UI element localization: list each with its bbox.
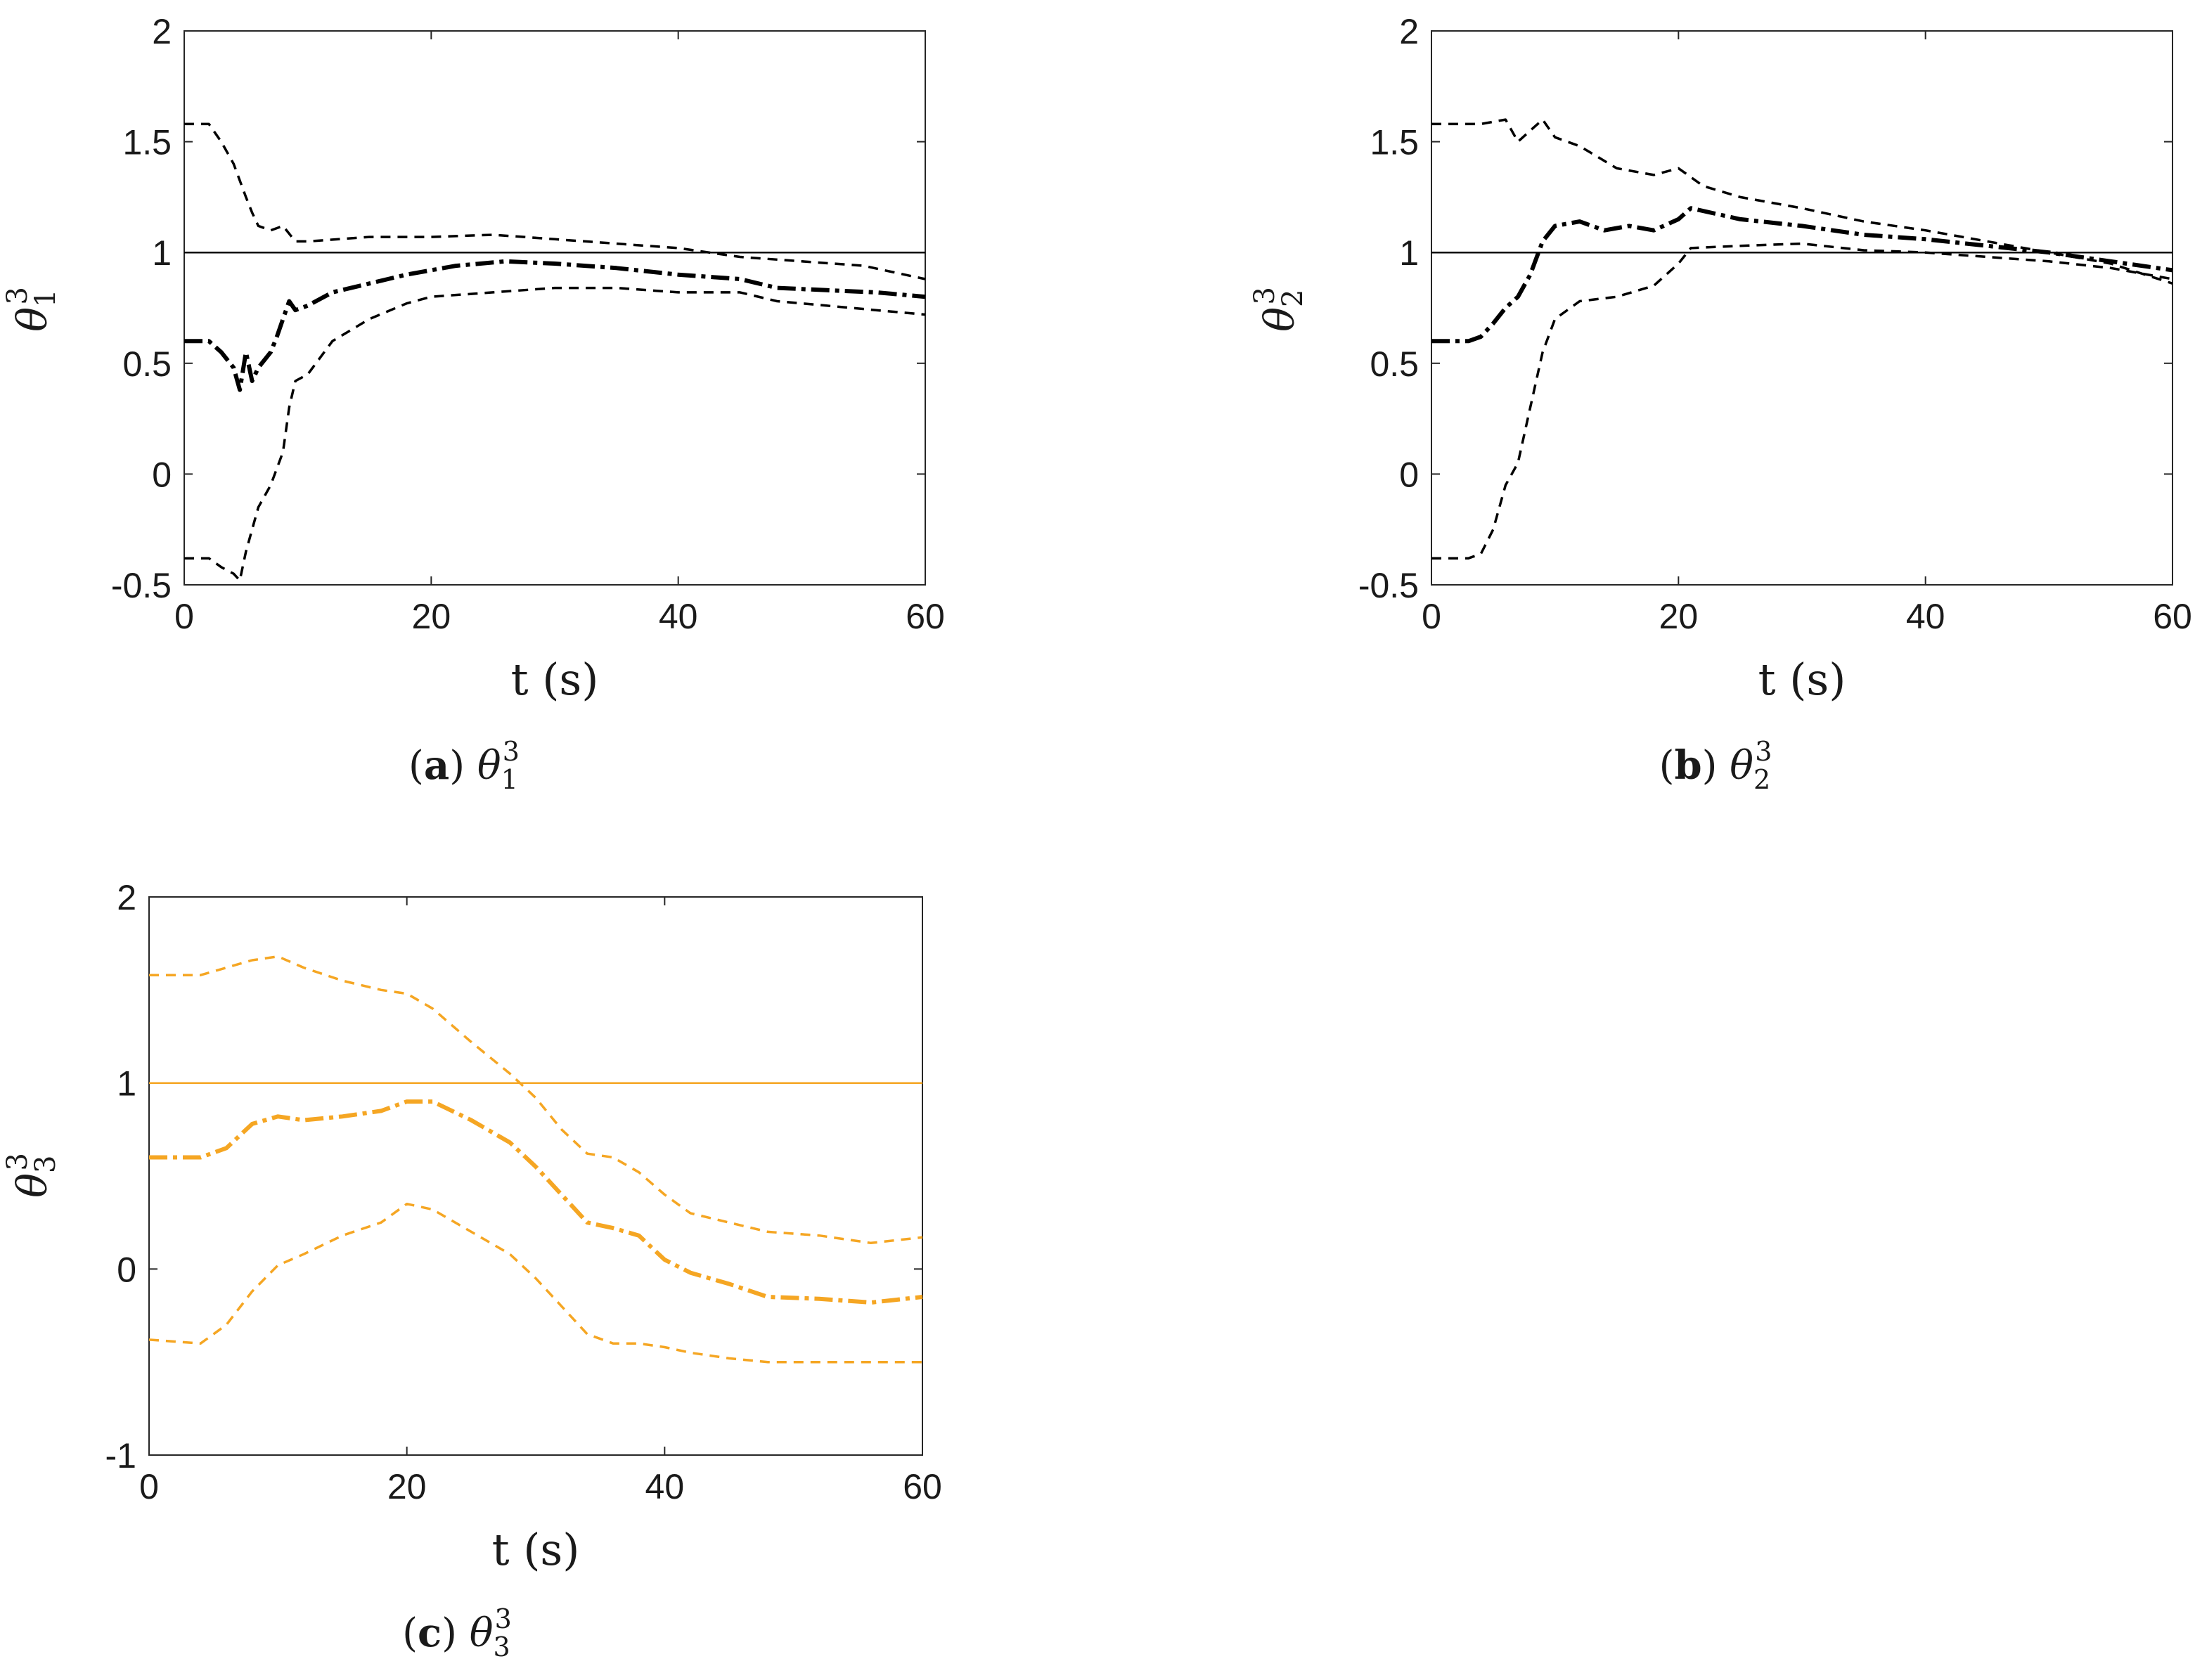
caption-superscript: 3 [495,1603,512,1634]
x-tick-label: 20 [387,1467,427,1506]
x-tick-label: 60 [903,1467,942,1506]
x-axis-label: t (s) [1758,654,1846,705]
x-axis-label: t (s) [492,1524,580,1575]
caption-superscript: 3 [503,736,520,767]
y-axis-label-symbol: θ [8,1173,56,1198]
caption-paren-close: ) [442,1610,470,1656]
caption-superscript: 3 [1755,736,1772,767]
y-tick-label: 0 [152,455,172,494]
plot-area-frame [1431,30,2173,586]
caption-subscript: 1 [501,764,518,795]
series-line-estimate [184,259,926,392]
y-tick-label: -0.5 [111,566,172,605]
y-tick-label: -1 [105,1436,136,1475]
x-axis-label: t (s) [511,654,599,705]
series-line-estimate [149,1099,923,1305]
caption-symbol: θ [470,1610,494,1656]
chart-panel-b: 0 20 40 60-0.500.511.52t (s)θ23(b) θ23 [1249,12,2192,795]
subfigure-caption: (b) θ23 [1659,736,1772,795]
chart-panel-a: 0 20 40 60-0.500.511.52t (s)θ13(a) θ13 [1,12,945,795]
y-tick-label: 2 [152,12,172,51]
x-tick-label: 0 [139,1467,159,1506]
x-tick-label: 0 [174,597,194,636]
y-axis-label: θ13 [1,287,62,332]
y-tick-label: -0.5 [1358,566,1419,605]
y-tick-label: 0 [117,1250,136,1289]
caption-paren-close: ) [1702,743,1730,789]
caption-subscript: 2 [1753,764,1770,795]
x-tick-label: 0 [1422,597,1441,636]
y-tick-label: 0.5 [122,344,172,384]
x-tick-label: 40 [1906,597,1945,636]
y-axis-label-subscript: 3 [30,1156,62,1173]
caption-paren-open: ( [408,743,424,789]
y-axis-label-subscript: 1 [30,290,62,307]
series-line-upper-bound [149,955,923,1245]
y-axis-label-superscript: 3 [1249,287,1281,304]
y-axis-label-superscript: 3 [1,287,34,304]
y-tick-label: 1 [1399,233,1419,273]
y-axis-label-symbol: θ [1256,307,1304,332]
y-tick-label: 2 [1399,12,1419,51]
subfigure-caption: (c) θ33 [402,1603,512,1662]
y-axis-label: θ33 [1,1153,62,1198]
y-tick-label: 1.5 [122,123,172,162]
caption-paren-open: ( [1659,743,1675,789]
y-tick-label: 2 [117,878,136,917]
x-tick-label: 60 [2153,597,2192,636]
x-tick-label: 40 [659,597,698,636]
y-tick-label: 1 [117,1064,136,1104]
plot-area-frame [184,30,926,586]
y-axis-label-symbol: θ [8,307,56,332]
series-line-lower-bound [148,1202,922,1364]
y-tick-label: 1.5 [1370,123,1419,162]
x-tick-label: 20 [412,597,451,636]
caption-subscript: 3 [493,1631,510,1662]
caption-letter: a [424,742,449,789]
y-tick-label: 0.5 [1370,344,1419,384]
caption-symbol: θ [1730,743,1753,789]
caption-paren-close: ) [449,743,477,789]
caption-symbol: θ [477,743,501,789]
series-line-upper-bound [1431,118,2173,285]
series-line-lower-bound [184,286,926,582]
subfigure-caption: (a) θ13 [408,736,520,795]
caption-letter: c [418,1610,442,1656]
y-axis-label-superscript: 3 [1,1153,34,1170]
y-tick-label: 0 [1399,455,1419,494]
y-axis-label-subscript: 2 [1277,290,1309,307]
y-axis-label: θ23 [1249,287,1309,332]
caption-letter: b [1674,742,1701,789]
y-tick-label: 1 [152,233,172,273]
x-tick-label: 20 [1659,597,1699,636]
series-line-estimate [1431,206,2173,344]
x-tick-label: 40 [645,1467,685,1506]
series-line-upper-bound [184,122,926,280]
caption-paren-open: ( [402,1610,418,1656]
x-tick-label: 60 [906,597,945,636]
plot-area-frame [148,896,923,1456]
